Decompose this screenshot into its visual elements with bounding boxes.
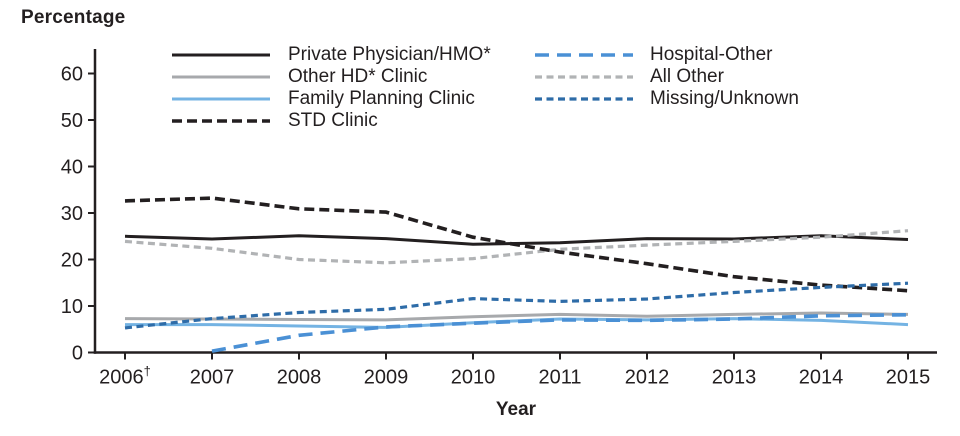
- x-tick-label: 2008: [277, 367, 322, 389]
- series-line-hospital-other: [211, 313, 909, 353]
- legend-label-hospital-other: Hospital-Other: [650, 44, 773, 65]
- legend: Private Physician/HMO* Other HD* Clinic …: [0, 44, 960, 144]
- legend-label-std-clinic: STD Clinic: [288, 110, 378, 131]
- legend-item-all-other: All Other: [535, 66, 799, 88]
- legend-item-other-hd-clinic: Other HD* Clinic: [172, 66, 491, 88]
- x-tick-label: 2006†: [99, 364, 151, 389]
- legend-swatch-std-clinic: [172, 119, 270, 123]
- legend-swatch-family-planning-clinic: [172, 97, 270, 101]
- y-axis-title: Percentage: [21, 7, 126, 28]
- legend-swatch-private-physician-hmo: [172, 53, 270, 57]
- legend-swatch-other-hd-clinic: [172, 75, 270, 79]
- legend-item-std-clinic: STD Clinic: [172, 110, 491, 132]
- legend-item-private-physician-hmo: Private Physician/HMO*: [172, 44, 491, 66]
- legend-item-hospital-other: Hospital-Other: [535, 44, 799, 66]
- x-tick-label: 2010: [451, 367, 496, 389]
- y-tick-label: 20: [61, 250, 83, 272]
- legend-column-right: Hospital-Other All Other Missing/Unknown: [535, 44, 799, 110]
- y-tick-label: 50: [61, 110, 83, 132]
- x-tick-label: 2014: [799, 367, 844, 389]
- x-tick-label: 2013: [712, 367, 757, 389]
- x-tick-label: 2012: [625, 367, 670, 389]
- series-line-family-planning-clinic: [125, 317, 909, 329]
- x-axis-title: Year: [495, 399, 537, 420]
- y-tick-label: 10: [61, 296, 83, 318]
- legend-label-other-hd-clinic: Other HD* Clinic: [288, 66, 428, 87]
- series-line-std-clinic: [124, 196, 909, 293]
- y-tick-label: 40: [61, 157, 83, 179]
- legend-swatch-all-other: [535, 75, 633, 79]
- series-line-missing-unknown: [124, 281, 909, 330]
- legend-item-family-planning-clinic: Family Planning Clinic: [172, 88, 491, 110]
- x-tick-label: 2011: [538, 367, 581, 389]
- x-tick-label: 2015: [886, 367, 931, 389]
- legend-label-family-planning-clinic: Family Planning Clinic: [288, 88, 475, 109]
- legend-swatch-missing-unknown: [535, 97, 633, 101]
- x-tick-label: 2009: [364, 367, 409, 389]
- y-tick-label: 0: [72, 343, 83, 365]
- series-line-all-other: [124, 229, 909, 265]
- x-tick-label: 2007: [190, 367, 235, 389]
- legend-label-private-physician-hmo: Private Physician/HMO*: [288, 44, 491, 65]
- series-line-other-hd-clinic: [124, 311, 909, 322]
- legend-label-all-other: All Other: [650, 66, 724, 87]
- y-tick-label: 60: [61, 64, 83, 86]
- legend-column-left: Private Physician/HMO* Other HD* Clinic …: [172, 44, 491, 132]
- y-tick-label: 30: [61, 203, 83, 225]
- legend-item-missing-unknown: Missing/Unknown: [535, 88, 799, 110]
- legend-swatch-hospital-other: [535, 53, 633, 57]
- legend-label-missing-unknown: Missing/Unknown: [650, 88, 799, 109]
